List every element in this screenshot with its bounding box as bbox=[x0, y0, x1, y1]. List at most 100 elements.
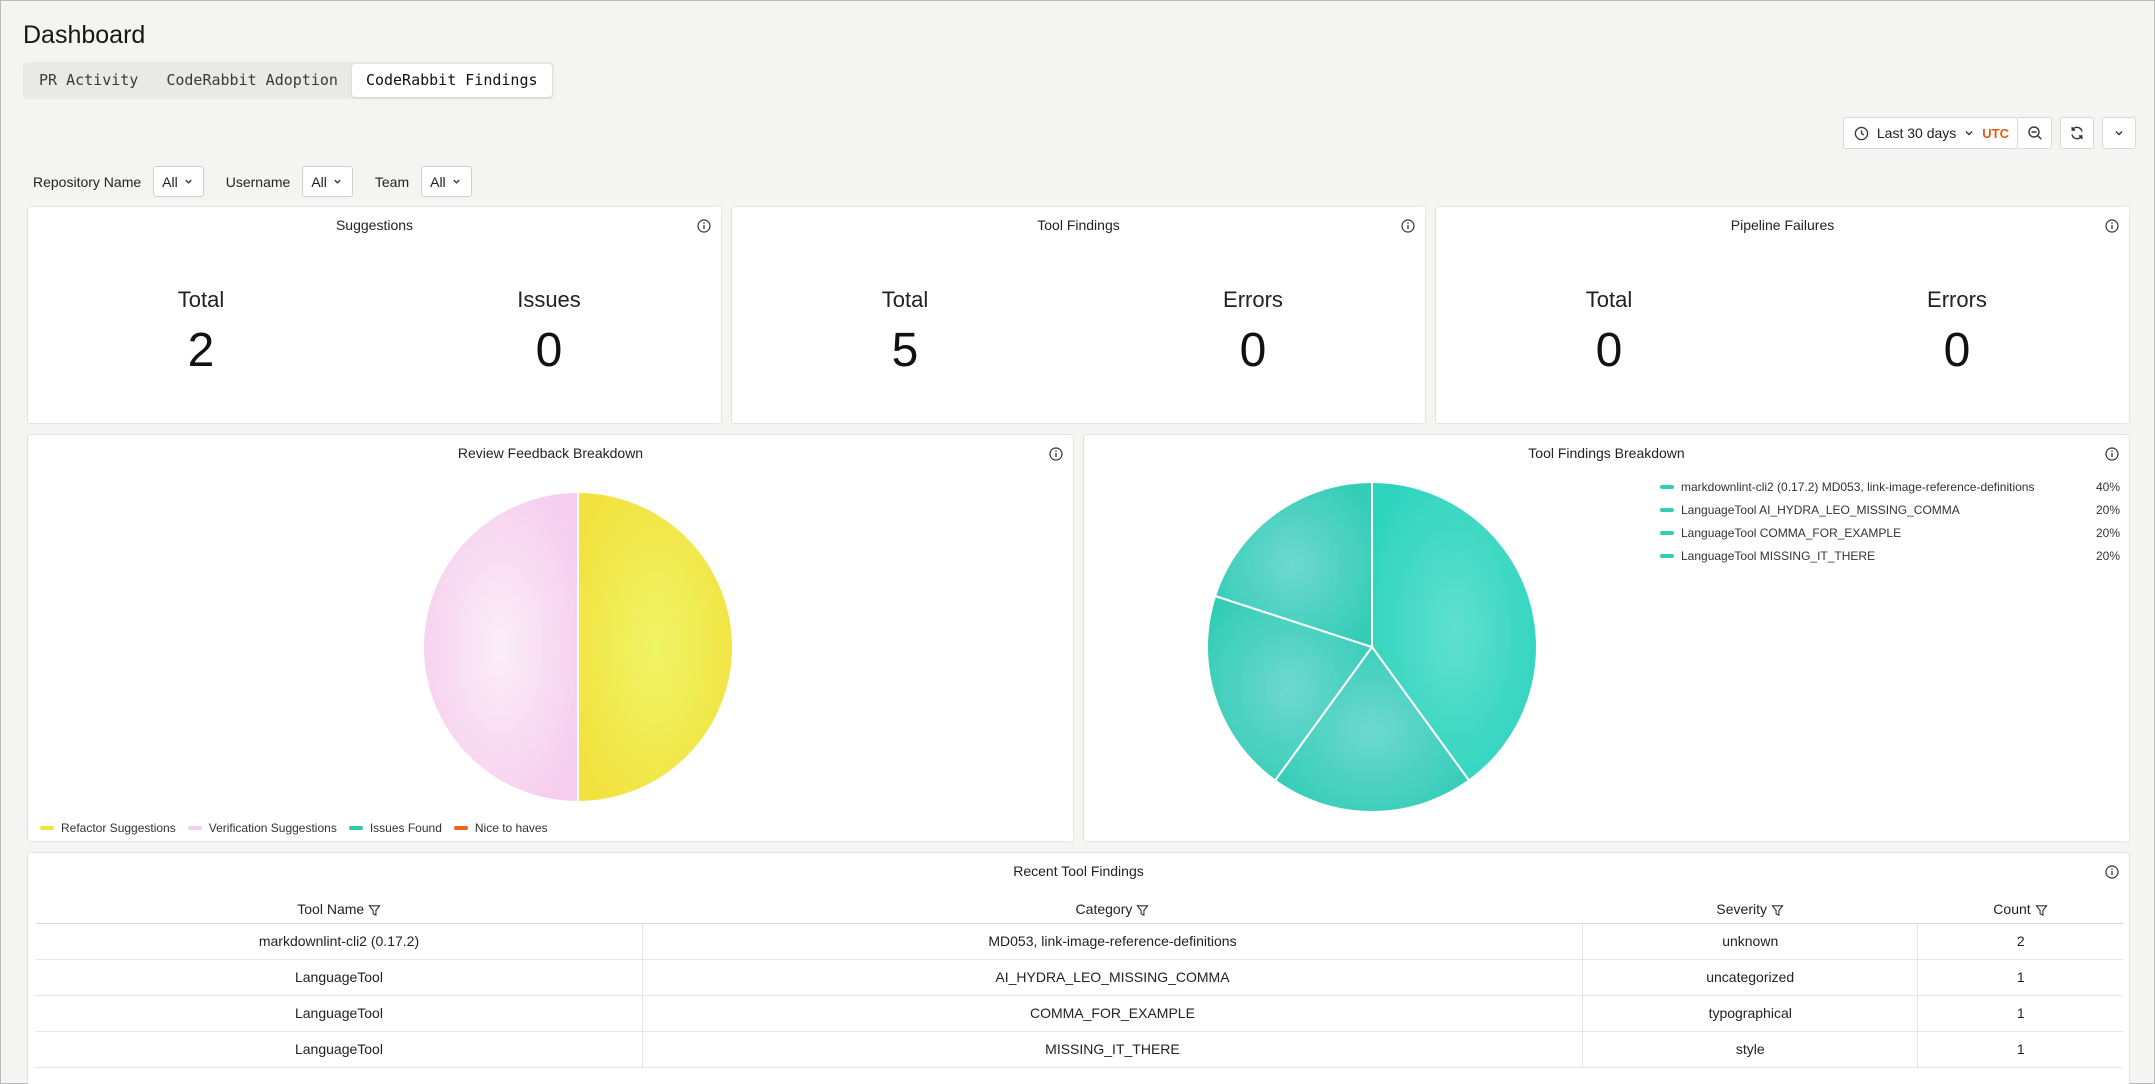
info-icon[interactable] bbox=[2105, 219, 2119, 233]
legend-swatch bbox=[1660, 553, 1674, 558]
info-icon[interactable] bbox=[1049, 447, 1063, 461]
zoom-out-button[interactable] bbox=[2018, 117, 2052, 149]
column-header-severity[interactable]: Severity bbox=[1582, 895, 1918, 924]
username-filter-select[interactable]: All bbox=[302, 166, 353, 197]
pie-slice[interactable] bbox=[422, 490, 579, 804]
legend-item[interactable]: LanguageTool AI_HYDRA_LEO_MISSING_COMMA 2… bbox=[1660, 498, 2120, 521]
pie-slice[interactable] bbox=[1206, 594, 1374, 782]
cell-severity: uncategorized bbox=[1582, 959, 1919, 996]
info-icon[interactable] bbox=[2105, 447, 2119, 461]
tool-findings-pie-chart bbox=[1206, 480, 1538, 813]
table-row: markdownlint-cli2 (0.17.2) MD053, link-i… bbox=[36, 923, 2123, 960]
cell-category: MD053, link-image-reference-definitions bbox=[642, 923, 1583, 960]
legend-label: Issues Found bbox=[369, 821, 442, 835]
legend-label: markdownlint-cli2 (0.17.2) MD053, link-i… bbox=[1681, 479, 2035, 494]
filter-icon[interactable] bbox=[1771, 904, 1784, 917]
panel-title: Suggestions bbox=[335, 217, 414, 233]
recent-findings-table: Tool Name Category Severity Count markdo… bbox=[36, 895, 2123, 1068]
review-feedback-pie-chart bbox=[422, 490, 734, 804]
refresh-options-button[interactable] bbox=[2102, 117, 2136, 149]
legend-label: Nice to haves bbox=[474, 821, 548, 835]
time-range-picker[interactable]: Last 30 days UTC bbox=[1842, 117, 2018, 149]
legend-swatch bbox=[187, 826, 202, 830]
refresh-button[interactable] bbox=[2060, 117, 2094, 149]
legend-percent: 40% bbox=[2095, 479, 2120, 494]
column-header-label: Tool Name bbox=[297, 900, 365, 917]
legend-item[interactable]: LanguageTool MISSING_IT_THERE 20% bbox=[1660, 544, 2120, 567]
repository-filter-value: All bbox=[162, 173, 178, 190]
cell-count: 2 bbox=[1917, 923, 2123, 960]
cell-tool-name: LanguageTool bbox=[36, 995, 643, 1032]
column-header-category[interactable]: Category bbox=[642, 895, 1583, 924]
filter-icon[interactable] bbox=[2034, 904, 2048, 917]
chevron-down-icon bbox=[2115, 131, 2123, 136]
chevron-down-icon bbox=[1965, 131, 1973, 136]
filter-icon[interactable] bbox=[1136, 904, 1150, 917]
stat-total: Total 0 bbox=[1509, 287, 1709, 378]
cell-severity: typographical bbox=[1582, 995, 1919, 1032]
legend-percent: 20% bbox=[2095, 525, 2120, 540]
column-header-label: Count bbox=[1993, 900, 2031, 917]
pie-slice[interactable] bbox=[1213, 480, 1373, 649]
stat-value: 2 bbox=[187, 324, 215, 377]
legend-item[interactable]: LanguageTool COMMA_FOR_EXAMPLE 20% bbox=[1660, 521, 2120, 544]
cell-tool-name: markdownlint-cli2 (0.17.2) bbox=[36, 923, 643, 960]
repository-filter-select[interactable]: All bbox=[153, 166, 204, 197]
pipeline-failures-panel: Pipeline Failures Total 0 Errors 0 bbox=[1435, 206, 2130, 424]
table-row: LanguageTool COMMA_FOR_EXAMPLE typograph… bbox=[36, 995, 2123, 1032]
column-header-tool-name[interactable]: Tool Name bbox=[36, 895, 643, 924]
info-icon[interactable] bbox=[1401, 219, 1415, 233]
tab-coderabbit-adoption[interactable]: CodeRabbit Adoption bbox=[166, 71, 338, 89]
cell-category: MISSING_IT_THERE bbox=[642, 1031, 1583, 1068]
stat-label: Errors bbox=[1223, 287, 1283, 312]
stat-value: 0 bbox=[1943, 324, 1971, 377]
filter-label-repository: Repository Name bbox=[33, 173, 142, 190]
info-icon[interactable] bbox=[2105, 865, 2119, 879]
legend-label: Verification Suggestions bbox=[208, 821, 337, 835]
team-filter-select[interactable]: All bbox=[421, 166, 472, 197]
review-feedback-panel: Review Feedback Breakdown Refactor Sugge… bbox=[27, 434, 1074, 842]
filter-icon[interactable] bbox=[368, 904, 381, 917]
column-header-count[interactable]: Count bbox=[1917, 895, 2123, 924]
legend-swatch bbox=[1660, 484, 1674, 489]
panel-title: Review Feedback Breakdown bbox=[457, 445, 644, 461]
column-header-label: Severity bbox=[1716, 900, 1767, 917]
time-controls: Last 30 days UTC bbox=[1842, 117, 2136, 149]
filter-bar: Repository Name All Username All Team Al… bbox=[33, 166, 494, 197]
info-icon[interactable] bbox=[697, 219, 711, 233]
refresh-icon bbox=[2071, 126, 2083, 140]
stat-label: Total bbox=[881, 287, 929, 312]
stat-value: 0 bbox=[1239, 324, 1267, 377]
stat-label: Total bbox=[1585, 287, 1633, 312]
stat-errors: Errors 0 bbox=[1857, 287, 2057, 378]
stat-total: Total 2 bbox=[101, 287, 301, 378]
pie-slice[interactable] bbox=[1371, 480, 1538, 782]
stat-value: 0 bbox=[535, 324, 563, 377]
tab-coderabbit-findings[interactable]: CodeRabbit Findings bbox=[351, 64, 552, 97]
pie-slice[interactable] bbox=[1273, 645, 1471, 813]
stat-total: Total 5 bbox=[805, 287, 1005, 378]
tab-pr-activity[interactable]: PR Activity bbox=[39, 71, 139, 89]
cell-count: 1 bbox=[1917, 959, 2123, 996]
cell-category: COMMA_FOR_EXAMPLE bbox=[642, 995, 1583, 1032]
legend-swatch bbox=[453, 826, 468, 830]
column-header-label: Category bbox=[1075, 900, 1133, 917]
legend-swatch bbox=[1660, 507, 1674, 512]
pie-slice[interactable] bbox=[577, 490, 734, 804]
stat-errors: Errors 0 bbox=[1153, 287, 1353, 378]
cell-severity: style bbox=[1582, 1031, 1919, 1068]
legend-item[interactable]: Verification Suggestions bbox=[187, 821, 337, 835]
panel-title: Recent Tool Findings bbox=[1013, 863, 1144, 879]
legend-item[interactable]: Refactor Suggestions bbox=[40, 821, 176, 835]
table-header-row: Tool Name Category Severity Count bbox=[36, 895, 2123, 924]
stat-value: 0 bbox=[1595, 324, 1623, 377]
stat-label: Errors bbox=[1927, 287, 1987, 312]
page-title: Dashboard bbox=[23, 21, 146, 49]
stat-label: Issues bbox=[517, 287, 581, 312]
legend-item[interactable]: Nice to haves bbox=[453, 821, 548, 835]
tool-findings-breakdown-panel: Tool Findings Breakdown markdownlint-cli… bbox=[1083, 434, 2130, 842]
legend-item[interactable]: Issues Found bbox=[348, 821, 442, 835]
table-row: LanguageTool AI_HYDRA_LEO_MISSING_COMMA … bbox=[36, 959, 2123, 996]
recent-tool-findings-panel: Recent Tool Findings Tool Name Category … bbox=[27, 852, 2130, 1084]
legend-item[interactable]: markdownlint-cli2 (0.17.2) MD053, link-i… bbox=[1660, 475, 2120, 498]
